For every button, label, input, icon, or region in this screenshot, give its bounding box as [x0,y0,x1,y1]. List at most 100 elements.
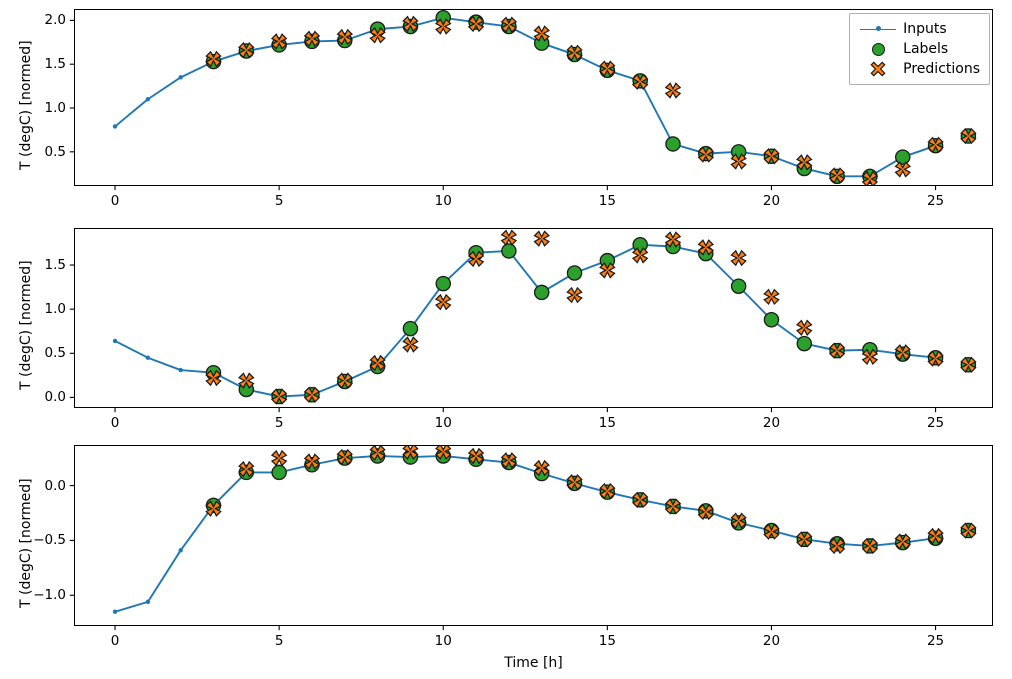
legend-label-predictions: Predictions [903,61,980,77]
labels-point [894,149,911,165]
predictions-point [664,82,682,99]
axes-frame [74,9,993,186]
y-tick-label: 0.0 [44,389,66,406]
predictions-point [238,41,255,59]
y-tick-label: 1.0 [44,100,66,116]
predictions-point [894,533,911,550]
predictions-point [960,522,977,539]
predictions-point [599,262,616,279]
labels-point [271,464,287,481]
y-tick-label: 1.0 [44,301,66,318]
predictions-point [303,30,321,48]
predictions-point [894,161,911,178]
predictions-point [730,249,747,267]
predictions-point [402,15,419,33]
x-tick-label: 0 [110,633,120,649]
predictions-point [861,170,879,185]
predictions-point [303,453,321,470]
predictions-point [664,231,682,248]
legend[interactable]: Inputs Labels Predictions [849,13,990,85]
predictions-point [435,293,452,311]
x-tick-label: 0 [110,193,120,209]
labels-point [533,284,550,301]
predictions-point [566,286,583,304]
y-tick-label: 1.5 [44,257,66,274]
labels-point [435,275,451,292]
legend-item-labels[interactable]: Labels [857,39,980,59]
predictions-point [763,288,780,306]
inputs-point [178,548,183,553]
predictions-point [828,537,846,555]
predictions-point [861,348,879,366]
inputs-point [145,97,151,102]
predictions-point [369,27,386,44]
x-tick-label: 5 [274,193,284,209]
predictions-point [796,154,813,171]
predictions-point [697,503,715,521]
predictions-point [894,344,911,361]
predictions-point [697,146,715,163]
predictions-point [861,537,879,555]
predictions-point [402,446,419,460]
labels-point [665,136,681,152]
labels-point [501,243,517,259]
x-tick-label: 25 [926,415,945,431]
predictions-point [500,229,518,246]
predictions-point [467,250,485,268]
predictions-point [270,388,288,405]
predictions-point [467,15,485,33]
y-axis-label: T (degC) [normed] [18,477,34,608]
predictions-point [238,460,255,478]
x-tick-label: 10 [434,633,452,649]
predictions-point [336,28,354,46]
labels-circle-marker-icon [857,39,899,59]
inputs-point [112,124,118,129]
inputs-point [178,75,183,80]
y-tick-label: 0.5 [44,345,66,362]
labels-point [763,312,780,328]
inputs-point [112,338,118,344]
predictions-point [467,447,485,465]
x-tick-label: 15 [598,633,616,649]
predictions-point [402,336,419,353]
y-tick-label: −1.0 [33,587,66,604]
y-tick-label: −0.5 [33,532,66,549]
predictions-point [763,523,780,540]
predictions-point [533,25,550,42]
x-tick-label: 0 [110,415,120,431]
predictions-point [599,482,616,500]
y-tick-label: 0.0 [44,477,66,494]
y-tick-label: 2.0 [44,12,66,29]
predictions-point [435,446,452,460]
x-tick-label: 10 [434,415,452,431]
predictions-point [631,491,649,509]
x-tick-label: 20 [762,633,781,649]
predictions-point [927,527,944,545]
predictions-point [533,230,550,247]
predictions-point [697,239,715,256]
predictions-point [205,50,222,68]
inputs-point [145,355,151,360]
inputs-line [114,455,936,613]
predictions-point [336,448,354,466]
predictions-point [730,153,747,170]
predictions-point [303,386,321,403]
predictions-point [730,512,747,529]
predictions-point [960,127,977,145]
legend-item-predictions[interactable]: Predictions [857,59,980,79]
inputs-point [145,599,151,605]
legend-item-inputs[interactable]: Inputs [857,19,980,39]
predictions-point [927,350,944,367]
x-tick-label: 20 [762,415,781,431]
x-tick-label: 10 [434,193,452,209]
inputs-line-marker-icon [857,19,899,39]
predictions-point [566,44,583,62]
x-axis-label: Time [h] [504,655,563,671]
predictions-point [664,498,682,515]
predictions-point [205,369,222,387]
predictions-point [205,500,222,517]
predictions-point [500,16,518,34]
predictions-point [796,319,813,336]
